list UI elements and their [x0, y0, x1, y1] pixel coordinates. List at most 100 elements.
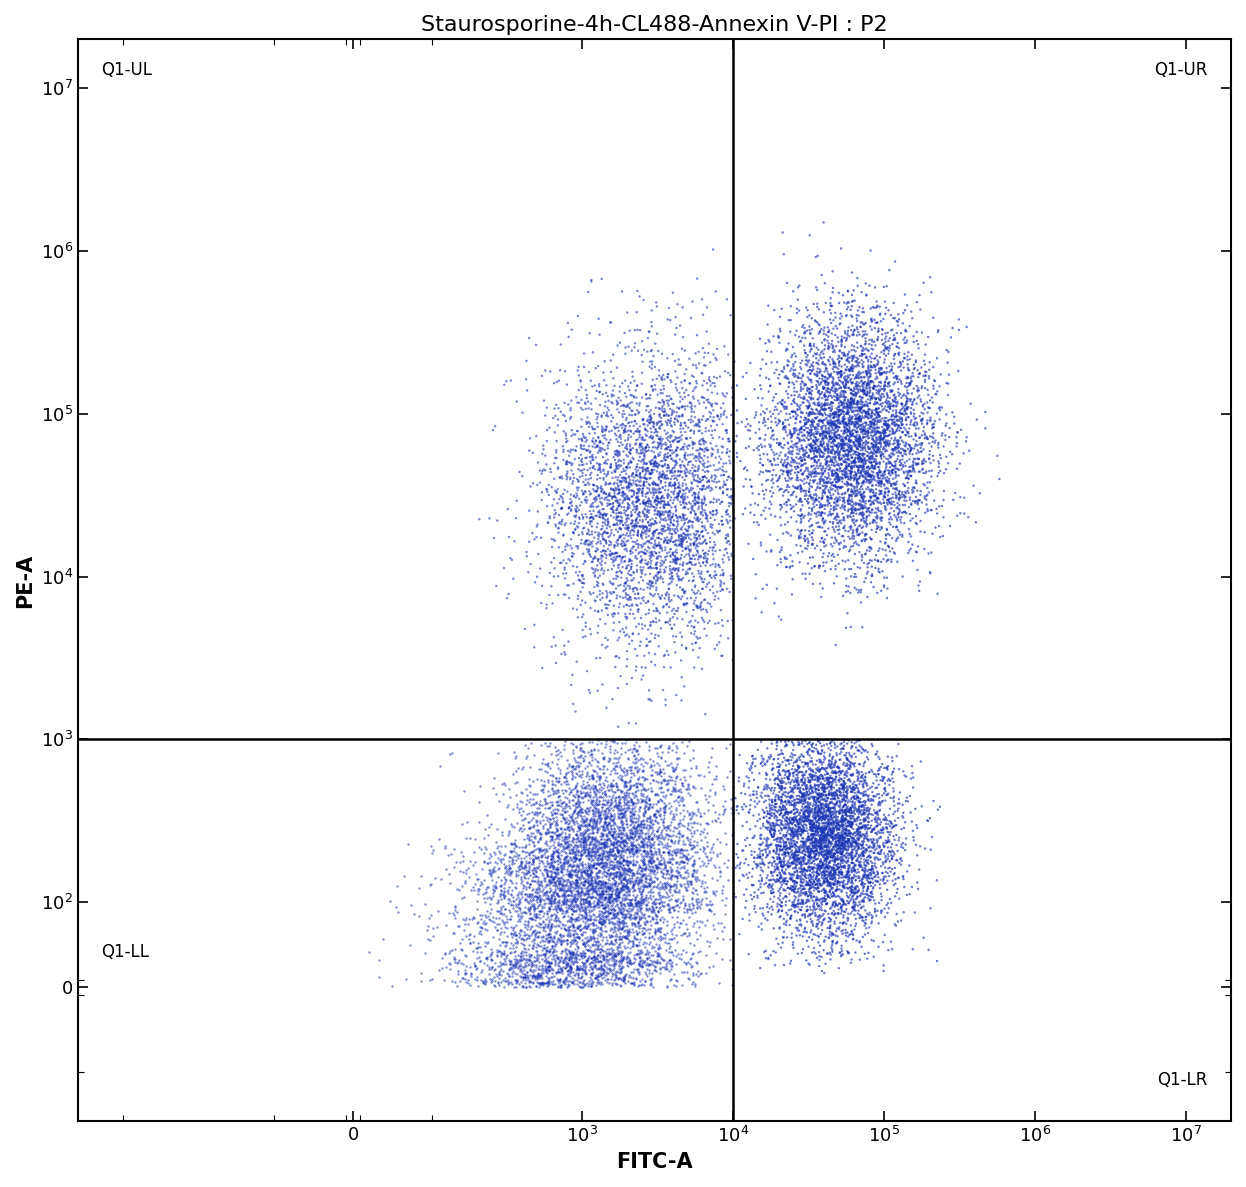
- Point: [530, 887, 549, 906]
- Point: [834, 755, 854, 774]
- Point: [582, 812, 602, 831]
- Point: [804, 808, 824, 827]
- Point: [581, 741, 601, 760]
- Point: [715, 895, 735, 914]
- Point: [824, 886, 844, 904]
- Point: [862, 430, 882, 449]
- Point: [597, 850, 617, 869]
- Point: [665, 440, 685, 459]
- Point: [693, 468, 713, 487]
- Point: [538, 947, 558, 966]
- Point: [791, 480, 811, 499]
- Point: [567, 889, 587, 908]
- Point: [603, 965, 623, 984]
- Point: [593, 774, 613, 793]
- Point: [835, 394, 855, 413]
- Point: [593, 748, 613, 767]
- Point: [840, 753, 860, 772]
- Point: [854, 417, 873, 436]
- Point: [815, 813, 835, 832]
- Point: [608, 810, 628, 829]
- Point: [675, 529, 695, 548]
- Point: [856, 910, 876, 929]
- Point: [878, 480, 898, 499]
- Point: [841, 799, 861, 818]
- Point: [811, 823, 831, 842]
- Point: [809, 743, 829, 762]
- Point: [829, 763, 849, 782]
- Point: [860, 408, 880, 427]
- Point: [886, 463, 906, 482]
- Point: [888, 431, 908, 450]
- Point: [562, 891, 582, 910]
- Point: [584, 910, 604, 929]
- Point: [644, 805, 664, 824]
- Point: [871, 373, 891, 392]
- Point: [765, 791, 785, 810]
- Point: [553, 621, 573, 640]
- Point: [650, 563, 670, 582]
- Point: [545, 945, 564, 964]
- Point: [506, 953, 526, 972]
- Point: [589, 886, 609, 904]
- Point: [616, 794, 635, 813]
- Point: [779, 858, 799, 877]
- Point: [584, 810, 604, 829]
- Point: [679, 779, 699, 798]
- Point: [741, 756, 761, 775]
- Point: [875, 484, 895, 503]
- Point: [632, 789, 652, 808]
- Point: [604, 848, 624, 867]
- Point: [548, 758, 568, 777]
- Point: [650, 508, 670, 527]
- Point: [871, 471, 891, 490]
- Point: [640, 464, 660, 483]
- Point: [500, 966, 520, 985]
- Point: [801, 878, 821, 897]
- Point: [846, 374, 866, 393]
- Point: [839, 845, 858, 864]
- Point: [638, 956, 658, 975]
- Point: [774, 357, 794, 376]
- Point: [792, 373, 812, 392]
- Point: [840, 812, 860, 831]
- Point: [746, 402, 766, 421]
- Point: [450, 862, 470, 881]
- Point: [842, 355, 862, 374]
- Point: [552, 512, 572, 531]
- Point: [597, 588, 617, 607]
- Point: [947, 437, 967, 456]
- Point: [792, 542, 812, 561]
- Point: [875, 380, 895, 399]
- Point: [521, 477, 541, 496]
- Point: [814, 872, 834, 891]
- Point: [851, 382, 871, 401]
- Point: [599, 893, 619, 912]
- Point: [655, 495, 675, 514]
- Point: [662, 929, 682, 948]
- Point: [597, 813, 617, 832]
- Point: [491, 881, 511, 900]
- Point: [756, 837, 776, 856]
- Point: [693, 553, 713, 572]
- Point: [625, 928, 645, 947]
- Point: [541, 925, 561, 944]
- Point: [799, 430, 819, 449]
- Point: [846, 414, 866, 433]
- Point: [627, 534, 647, 553]
- Point: [536, 857, 556, 876]
- Point: [839, 447, 858, 466]
- Point: [690, 899, 710, 918]
- Point: [794, 767, 814, 786]
- Point: [885, 429, 905, 447]
- Point: [588, 427, 608, 446]
- Point: [850, 856, 870, 875]
- Point: [776, 339, 796, 358]
- Point: [644, 826, 664, 845]
- Point: [867, 408, 887, 427]
- Point: [577, 902, 597, 921]
- Point: [670, 789, 690, 808]
- Point: [613, 851, 633, 870]
- Point: [829, 859, 849, 878]
- Point: [659, 396, 679, 415]
